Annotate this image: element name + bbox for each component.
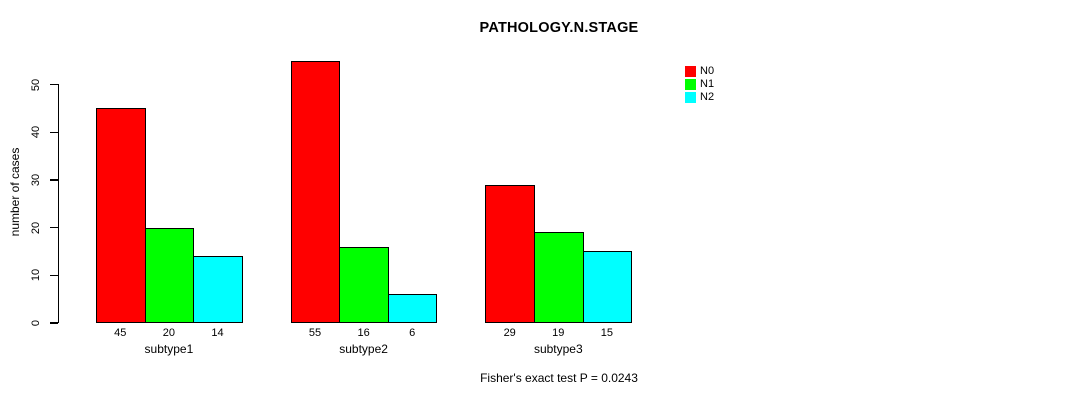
bar-n1-subtype2 [339, 246, 389, 323]
bar-value-label: 20 [162, 327, 176, 339]
category-label-subtype2: subtype2 [339, 342, 388, 356]
legend-label: N2 [700, 91, 715, 103]
bar-value-label: 6 [409, 327, 416, 339]
legend-swatch-icon [685, 79, 696, 90]
y-tick-label: 50 [30, 78, 42, 91]
bar-n2-subtype3 [582, 251, 633, 323]
category-label-subtype3: subtype3 [533, 342, 583, 356]
y-tick-label: 0 [30, 319, 42, 327]
y-tick-mark [50, 274, 58, 276]
category-label-subtype1: subtype1 [144, 342, 194, 356]
bar-value-label: 45 [114, 327, 127, 339]
legend-swatch-icon [685, 92, 696, 103]
bar-value-label: 19 [552, 327, 565, 339]
bar-n1-subtype1 [144, 227, 195, 323]
y-tick-mark [50, 131, 58, 133]
y-tick-label: 40 [30, 126, 42, 139]
bar-n1-subtype3 [534, 232, 584, 323]
y-tick-label: 30 [30, 173, 42, 187]
bar-value-label: 15 [600, 327, 614, 339]
bar-n0-subtype2 [290, 60, 341, 323]
bar-n0-subtype1 [96, 108, 146, 323]
legend-label: N0 [700, 65, 715, 77]
y-tick-mark [50, 83, 58, 86]
bar-value-label: 16 [357, 327, 370, 339]
y-tick-mark [50, 322, 58, 324]
bar-value-label: 55 [308, 327, 322, 339]
legend-label: N1 [700, 78, 715, 90]
y-tick-label: 10 [30, 269, 42, 282]
y-tick-mark [50, 226, 58, 229]
bar-n0-subtype3 [485, 184, 535, 323]
bar-n2-subtype2 [387, 294, 438, 323]
chart-title: PATHOLOGY.N.STAGE [479, 20, 639, 36]
bar-value-label: 14 [211, 327, 224, 339]
bar-n2-subtype1 [193, 256, 243, 323]
fisher-test-caption: Fisher's exact test P = 0.0243 [480, 371, 638, 385]
y-tick-label: 20 [30, 221, 42, 234]
y-tick-mark [50, 179, 58, 181]
y-axis-line [58, 84, 60, 323]
y-axis-label: number of cases [8, 147, 22, 237]
legend-swatch-icon [685, 66, 696, 77]
bar-value-label: 29 [503, 327, 516, 339]
